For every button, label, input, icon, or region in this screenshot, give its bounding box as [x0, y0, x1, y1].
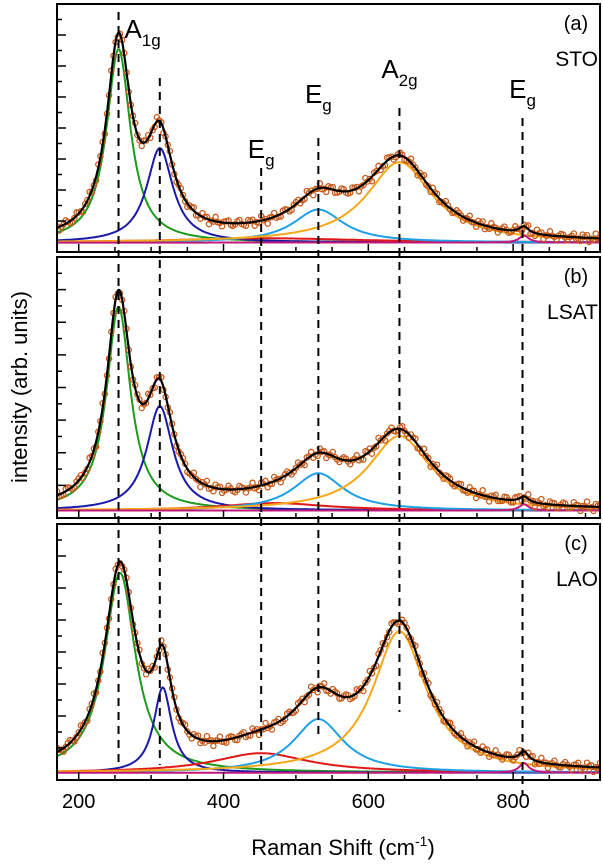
x-tick-label: 400	[207, 791, 240, 813]
data-point	[364, 676, 371, 683]
data-point	[262, 719, 269, 727]
y-axis-label: intensity (arb. units)	[7, 291, 32, 483]
data-point	[138, 142, 145, 150]
overlays: A1g Eg Eg A2g Eg	[117, 12, 536, 796]
fit-line	[57, 31, 600, 240]
data-point	[457, 212, 465, 219]
data-point	[142, 399, 150, 407]
component-line-eg_815	[57, 762, 600, 774]
panel-frame	[56, 256, 601, 519]
sample-label: LAO	[556, 568, 598, 591]
component-line-eg_815	[57, 234, 600, 244]
data-point	[320, 680, 328, 687]
data-point	[590, 507, 597, 515]
mode-label: A2g	[381, 54, 417, 90]
sample-label: STO	[555, 48, 598, 71]
x-axis: 200 400 600 800	[62, 791, 530, 813]
plot-area	[57, 288, 600, 515]
x-tick-label: 600	[352, 791, 385, 813]
data-point	[310, 191, 317, 199]
data-point	[412, 164, 419, 171]
data-point	[381, 437, 389, 444]
data-point	[210, 742, 217, 750]
mode-label: Eg	[509, 74, 536, 110]
data-point	[316, 180, 324, 187]
x-tick-label: 200	[62, 791, 95, 813]
data-point	[264, 220, 271, 227]
data-point	[479, 487, 486, 494]
sample-label: LSAT	[547, 301, 598, 324]
panel-label: (b)	[564, 266, 588, 288]
panel-lsat: (b) LSAT	[56, 256, 601, 519]
fit-line	[57, 560, 600, 769]
component-line-eg_815	[57, 503, 600, 512]
panel-lao: (c) LAO	[56, 523, 601, 781]
data-point	[368, 177, 376, 185]
x-tick-label: 800	[496, 791, 529, 813]
data-point	[466, 212, 473, 219]
data-point	[71, 214, 78, 222]
data-point	[301, 461, 308, 469]
data-point	[583, 498, 591, 505]
data-point	[268, 726, 276, 733]
component-line-a2g	[57, 161, 600, 243]
fit-line	[57, 288, 600, 508]
plot-area	[57, 30, 600, 246]
plot-area	[57, 560, 600, 776]
panels: (a) STO (b) LSAT (c) LAO	[56, 3, 601, 781]
data-point	[203, 477, 211, 485]
data-point	[158, 637, 165, 644]
component-line-a1g	[57, 306, 600, 512]
component-line-a1g	[57, 572, 600, 774]
data-point	[249, 479, 256, 487]
data-point	[596, 759, 600, 767]
data-point	[531, 503, 539, 511]
data-point	[329, 448, 337, 456]
panel-label: (a)	[564, 13, 588, 35]
data-point	[323, 188, 330, 196]
data-point	[212, 213, 219, 221]
data-point	[472, 223, 480, 231]
data-point	[292, 464, 300, 472]
data-point	[485, 498, 493, 505]
data-point	[449, 724, 456, 732]
data-point	[538, 495, 545, 503]
mode-label: A1g	[124, 14, 160, 50]
data-point	[353, 452, 360, 459]
panel-label: (c)	[564, 533, 587, 555]
mode-label: Eg	[305, 79, 332, 115]
data-point	[368, 450, 376, 457]
mode-label: Eg	[248, 134, 275, 170]
data-point	[75, 729, 82, 736]
data-point	[216, 733, 224, 740]
data-point	[525, 491, 532, 498]
component-line-a1g_2	[57, 686, 600, 774]
data-point	[470, 738, 478, 745]
data-point	[596, 500, 600, 508]
panel-sto: (a) STO	[56, 3, 601, 253]
component-line-a2g	[57, 630, 600, 773]
x-axis-label: Raman Shift (cm-1)	[251, 833, 435, 860]
